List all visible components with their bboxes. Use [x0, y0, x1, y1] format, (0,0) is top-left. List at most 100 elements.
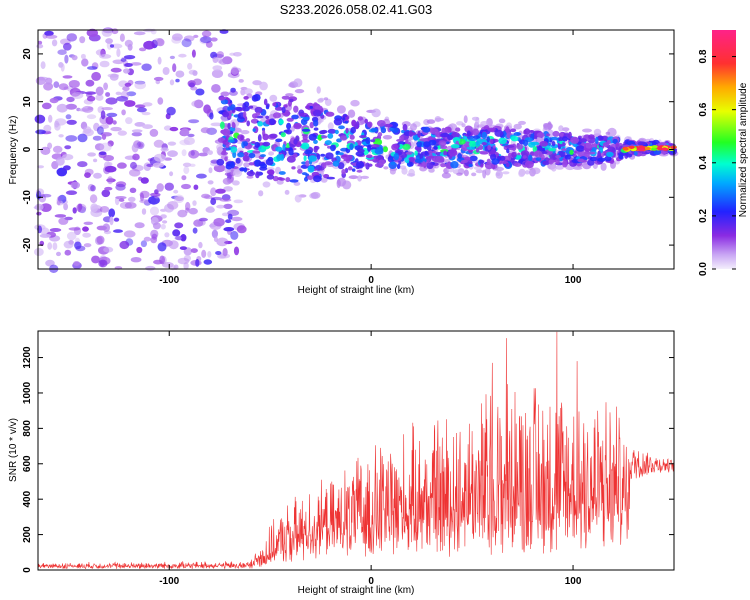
spectrogram-cell: [308, 133, 317, 141]
spectrogram-cell: [201, 193, 211, 199]
spectrogram-cell: [209, 223, 217, 228]
spectrogram-cell: [551, 141, 556, 147]
spectrogram-cell: [36, 211, 42, 216]
spectrogram-cell: [250, 141, 256, 144]
spectrogram-cell: [338, 125, 345, 130]
spectrogram-cell: [68, 80, 80, 88]
spectrogram-cell: [561, 148, 567, 152]
spectrogram-cell: [101, 107, 113, 111]
spectrogram-cell: [53, 81, 60, 88]
spectrogram-cell: [207, 251, 212, 258]
spectrogram-cell: [365, 154, 373, 159]
spectrogram-cell: [440, 132, 450, 138]
spectrogram-cell: [163, 157, 172, 161]
spectrogram-cell: [506, 148, 510, 154]
spectrogram-cell: [123, 68, 130, 74]
spectrogram-cell: [269, 133, 278, 139]
spectrogram-cell: [121, 109, 126, 116]
spectrogram-y-tick-label: 20: [22, 48, 33, 60]
spectrogram-cell: [505, 126, 510, 134]
spectrogram-cell: [377, 155, 384, 161]
spectrogram-cell: [370, 139, 376, 143]
spectrogram-cell: [130, 62, 142, 66]
spectrogram-cell: [422, 161, 426, 167]
spectrogram-cell: [238, 79, 244, 83]
spectrogram-cell: [34, 248, 44, 256]
spectrogram-cell: [491, 158, 500, 165]
spectrogram-cell: [82, 232, 91, 238]
spectrogram-cell: [41, 102, 52, 110]
spectrogram-cell: [113, 217, 120, 222]
spectrogram-cell: [89, 194, 98, 204]
spectrogram-cell: [164, 232, 170, 238]
spectrogram-cell: [573, 166, 583, 170]
spectrogram-cell: [72, 207, 77, 214]
spectrogram-cell: [389, 168, 396, 175]
colorbar-tick-label: 0.0: [698, 262, 709, 276]
spectrogram-cell: [210, 187, 217, 197]
spectrogram-cell: [426, 119, 436, 124]
spectrogram-cell: [424, 150, 428, 156]
snr-panel: -100 0 100 0 200 400 600 800 1000 1200 Height of…: [8, 330, 675, 596]
spectrogram-cell: [133, 31, 146, 36]
spectrogram-cell: [103, 246, 114, 253]
spectrogram-cell: [448, 149, 458, 157]
spectrogram-cell: [189, 163, 196, 167]
spectrogram-cell: [101, 133, 107, 140]
spectrogram-cell: [75, 245, 86, 252]
spectrogram-cell: [383, 123, 393, 128]
spectrogram-cell: [333, 118, 343, 126]
spectrogram-cell: [274, 106, 283, 111]
spectrogram-cell: [58, 217, 69, 225]
spectrogram-cell: [628, 145, 635, 149]
spectrogram-cell: [260, 154, 266, 158]
spectrogram-cell: [175, 196, 184, 202]
spectrogram-cell: [463, 115, 468, 124]
spectrogram-cell: [48, 114, 53, 123]
spectrogram-cell: [169, 55, 175, 60]
spectrogram-cell: [243, 96, 249, 100]
spectrogram-cell: [167, 150, 178, 158]
spectrogram-cell: [212, 65, 223, 71]
spectrogram-cell: [323, 97, 329, 101]
spectrogram-cell: [356, 169, 363, 173]
spectrogram-cell: [87, 66, 98, 70]
spectrogram-cell: [275, 138, 283, 143]
spectrogram-cell: [188, 119, 200, 124]
spectrogram-cell: [152, 162, 165, 168]
spectrogram-cell: [141, 208, 147, 215]
spectrogram-cell: [85, 79, 95, 87]
spectrogram-cell: [216, 51, 224, 59]
spectrogram-cell: [37, 165, 44, 169]
spectrogram-cell: [357, 116, 364, 121]
spectrogram-cell: [181, 175, 187, 181]
spectrogram-cell: [248, 152, 256, 159]
snr-frame: [37, 330, 675, 571]
spectrogram-cell: [330, 144, 336, 152]
spectrogram-cell: [281, 95, 290, 100]
spectrogram-cell: [63, 165, 71, 171]
spectrogram-cell: [371, 144, 380, 148]
spectrogram-cell: [183, 166, 190, 174]
spectrogram-cell: [232, 169, 243, 177]
spectrogram-cell: [277, 177, 283, 181]
spectrogram-cell: [116, 48, 121, 58]
spectrogram-cell: [83, 126, 92, 134]
spectrogram-cell: [105, 97, 118, 105]
spectrogram-cell: [219, 198, 232, 202]
spectrogram-cell: [428, 168, 435, 173]
spectrogram-cell: [622, 147, 629, 151]
spectrogram-cell: [180, 234, 187, 242]
spectrogram-cell: [569, 149, 574, 155]
spectrogram-cell: [460, 159, 468, 164]
spectrogram-cell: [99, 54, 112, 59]
spectrogram-cell: [63, 42, 72, 51]
spectrogram-cell: [224, 240, 233, 245]
spectrogram-cell: [175, 70, 185, 78]
colorbar-tick-label: 0.4: [698, 155, 709, 169]
spectrogram-cell: [119, 33, 125, 42]
spectrogram-cell: [393, 152, 399, 161]
spectrogram-cell: [410, 123, 417, 131]
spectrogram-cell: [141, 111, 151, 116]
